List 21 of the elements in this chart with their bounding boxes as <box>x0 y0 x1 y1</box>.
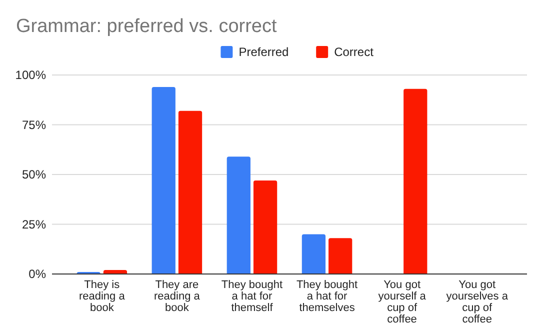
bar <box>302 234 326 274</box>
y-tick-label: 100% <box>15 68 46 82</box>
y-tick-label: 50% <box>22 168 46 182</box>
chart-title: Grammar: preferred vs. correct <box>16 16 278 37</box>
bar <box>226 156 250 274</box>
bar <box>328 238 352 274</box>
x-tick-label: They is reading a book <box>78 279 126 314</box>
y-tick-label: 25% <box>22 217 46 232</box>
legend-label: Preferred <box>238 45 289 60</box>
y-tick-label: 75% <box>22 118 46 132</box>
y-tick-label: 0% <box>28 267 46 282</box>
x-tick-label: They are reading a book <box>154 279 201 314</box>
x-tick-label: They bought a hat for themself <box>221 279 283 314</box>
bar <box>178 110 202 274</box>
bar <box>253 180 278 274</box>
bar <box>152 86 176 274</box>
legend-label: Correct <box>334 45 374 60</box>
x-tick-label: You got yourselves a cup of coffee <box>446 279 509 326</box>
x-tick-label: You got yourself a cup of coffee <box>378 279 427 326</box>
bar <box>404 88 428 274</box>
x-tick-label: They bought a hat for themselves <box>296 279 358 314</box>
